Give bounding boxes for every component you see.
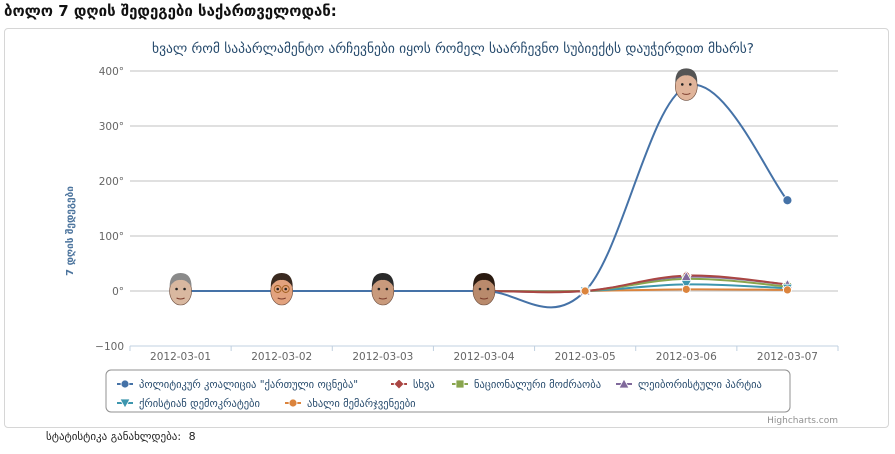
legend-item[interactable]: ლეიბორისტული პარტია bbox=[616, 378, 762, 391]
legend-label: ნაციონალური მოძრაობა bbox=[474, 379, 601, 391]
face-icon[interactable] bbox=[169, 273, 192, 306]
legend-item[interactable]: პოლიტიკურ კოალიცია "ქართული ოცნება" bbox=[117, 379, 358, 391]
legend-symbol[interactable] bbox=[618, 378, 630, 389]
face-icon[interactable] bbox=[371, 273, 395, 306]
x-tick-label: 2012-03-05 bbox=[555, 351, 616, 363]
x-tick-label: 2012-03-04 bbox=[453, 351, 514, 363]
stats-value: 8 bbox=[188, 430, 196, 443]
face-icon[interactable] bbox=[472, 273, 496, 306]
x-tick-label: 2012-03-02 bbox=[251, 351, 312, 363]
legend: პოლიტიკურ კოალიცია "ქართული ოცნება" სხვა ნ… bbox=[105, 369, 791, 413]
chart-container: ხვალ რომ საპარლამენტო არჩევნები იყოს რომ… bbox=[4, 28, 889, 428]
y-tick-label: 300° bbox=[99, 121, 124, 133]
legend-item[interactable]: ნაციონალური მოძრაობა bbox=[452, 379, 601, 391]
stats-update: სტატისტიკა განახლდება: 8 bbox=[46, 430, 196, 443]
legend-item[interactable]: ქრისტიან დემოკრატები bbox=[117, 398, 260, 410]
highcharts-credit[interactable]: Highcharts.com bbox=[767, 416, 838, 426]
x-axis: 2012-03-01 2012-03-02 2012-03-03 2012-03-04… bbox=[129, 345, 839, 363]
point-images bbox=[169, 68, 698, 306]
data-point[interactable] bbox=[681, 284, 691, 294]
legend-symbol[interactable] bbox=[119, 398, 131, 409]
x-tick-label: 2012-03-06 bbox=[656, 351, 717, 363]
y-axis-label: 7 დღის შედეგები bbox=[64, 186, 76, 276]
data-point[interactable] bbox=[783, 285, 792, 295]
legend-symbol[interactable] bbox=[455, 379, 465, 389]
legend-symbol[interactable] bbox=[288, 398, 298, 408]
y-axis-ticks: −100 0° 100° 200° 300° 400° bbox=[95, 66, 124, 353]
legend-label: სხვა bbox=[413, 379, 435, 391]
x-tick-label: 2012-03-01 bbox=[150, 351, 211, 363]
legend-label: ქრისტიან დემოკრატები bbox=[139, 398, 260, 410]
legend-item[interactable]: სხვა bbox=[391, 378, 435, 391]
legend-symbol[interactable] bbox=[393, 378, 405, 390]
y-tick-label: 200° bbox=[99, 176, 124, 188]
line-chart: ხვალ რომ საპარლამენტო არჩევნები იყოს რომ… bbox=[64, 40, 839, 426]
y-tick-label: −100 bbox=[95, 341, 124, 353]
legend-label: ახალი მემარჯვენეები bbox=[307, 398, 416, 410]
face-icon[interactable] bbox=[674, 68, 698, 101]
stats-label: სტატისტიკა განახლდება: bbox=[46, 430, 182, 443]
legend-box bbox=[105, 369, 791, 413]
data-point[interactable] bbox=[782, 195, 793, 206]
chart-title: ხვალ რომ საპარლამენტო არჩევნები იყოს რომ… bbox=[152, 40, 754, 57]
page-heading: ბოლო 7 დღის შედეგები საქართველოდან: bbox=[4, 2, 337, 20]
y-tick-label: 100° bbox=[99, 231, 124, 243]
face-icon[interactable] bbox=[270, 273, 294, 306]
legend-symbol[interactable] bbox=[120, 379, 130, 389]
data-point[interactable] bbox=[580, 286, 590, 296]
legend-label: ლეიბორისტული პარტია bbox=[638, 379, 762, 391]
legend-label: პოლიტიკურ კოალიცია "ქართული ოცნება" bbox=[139, 379, 358, 391]
legend-item[interactable]: ახალი მემარჯვენეები bbox=[285, 398, 416, 410]
y-tick-label: 400° bbox=[99, 66, 124, 78]
data-point[interactable] bbox=[680, 280, 692, 291]
x-tick-label: 2012-03-07 bbox=[757, 351, 818, 363]
x-tick-label: 2012-03-03 bbox=[352, 351, 413, 363]
y-tick-label: 0° bbox=[112, 286, 124, 298]
